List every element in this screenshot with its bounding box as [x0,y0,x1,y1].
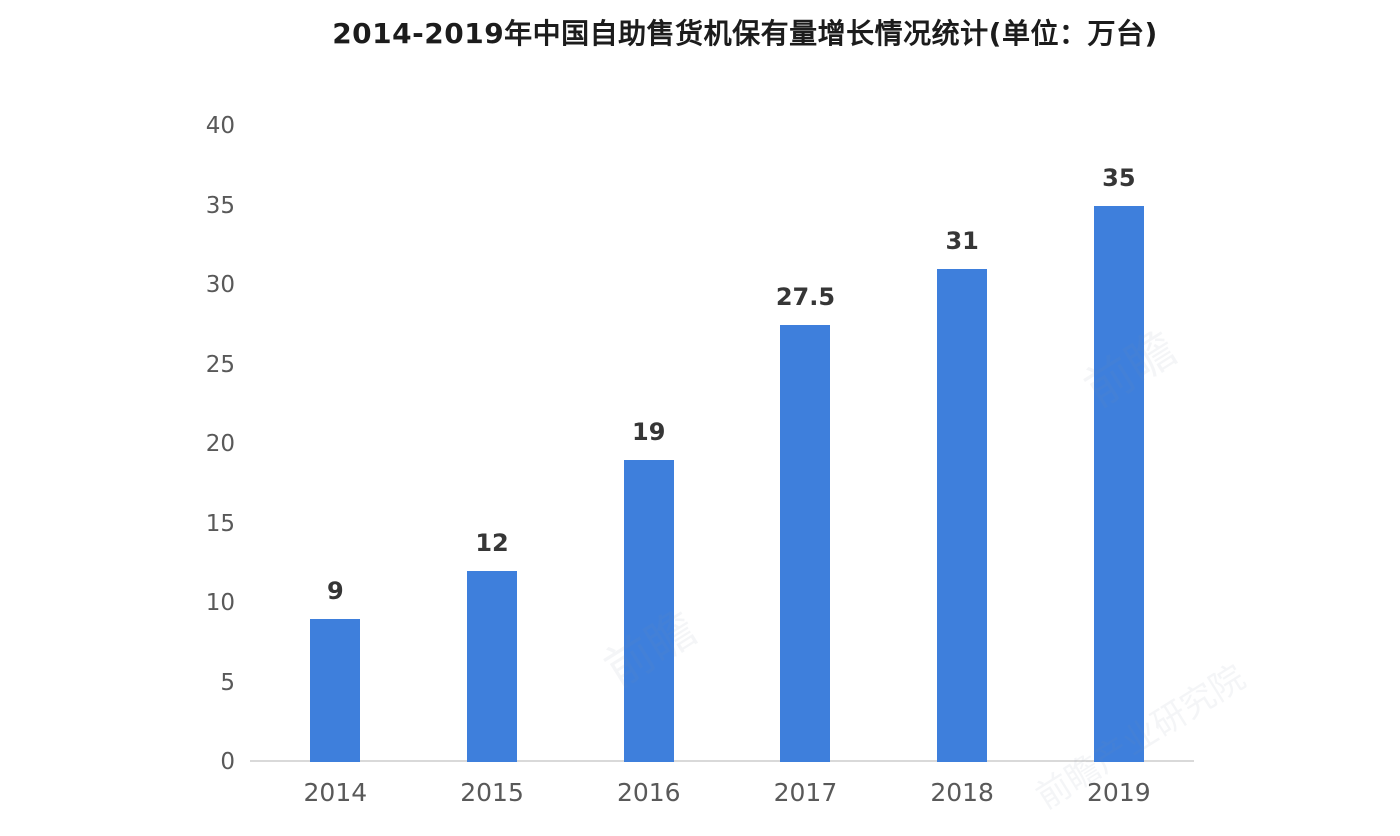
x-tick-label: 2018 [930,778,994,807]
bar-value-label: 35 [1102,163,1136,192]
x-tick-label: 2014 [303,778,368,807]
y-tick-label: 20 [205,431,235,457]
y-tick-label: 30 [205,272,235,298]
y-tick-label: 10 [205,590,235,616]
y-tick-label: 35 [205,192,235,219]
bar-2016 [623,459,674,762]
bar-2017 [780,324,831,762]
x-axis-line [250,760,1194,762]
bar-value-label: 27.5 [775,282,836,311]
bar-2019 [1093,205,1144,762]
x-tick-label: 2015 [460,778,524,807]
chart-title: 2014-2019年中国自助售货机保有量增长情况统计(单位：万台) [332,17,1158,50]
bar-value-label: 31 [945,227,979,256]
bar-value-label: 9 [326,576,344,605]
x-tick-label: 2016 [616,778,681,807]
bar-value-label: 12 [475,529,509,558]
y-tick-label: 0 [220,749,235,775]
bar-2015 [467,571,518,762]
x-tick-label: 2017 [773,778,838,807]
bar-2018 [937,269,988,762]
x-tick-label: 2019 [1087,778,1151,807]
y-tick-label: 40 [205,113,235,139]
bar-value-label: 19 [632,417,666,446]
bar-2014 [310,618,361,762]
y-tick-label: 5 [220,669,235,696]
y-tick-label: 15 [205,510,235,537]
y-tick-label: 25 [205,351,235,378]
